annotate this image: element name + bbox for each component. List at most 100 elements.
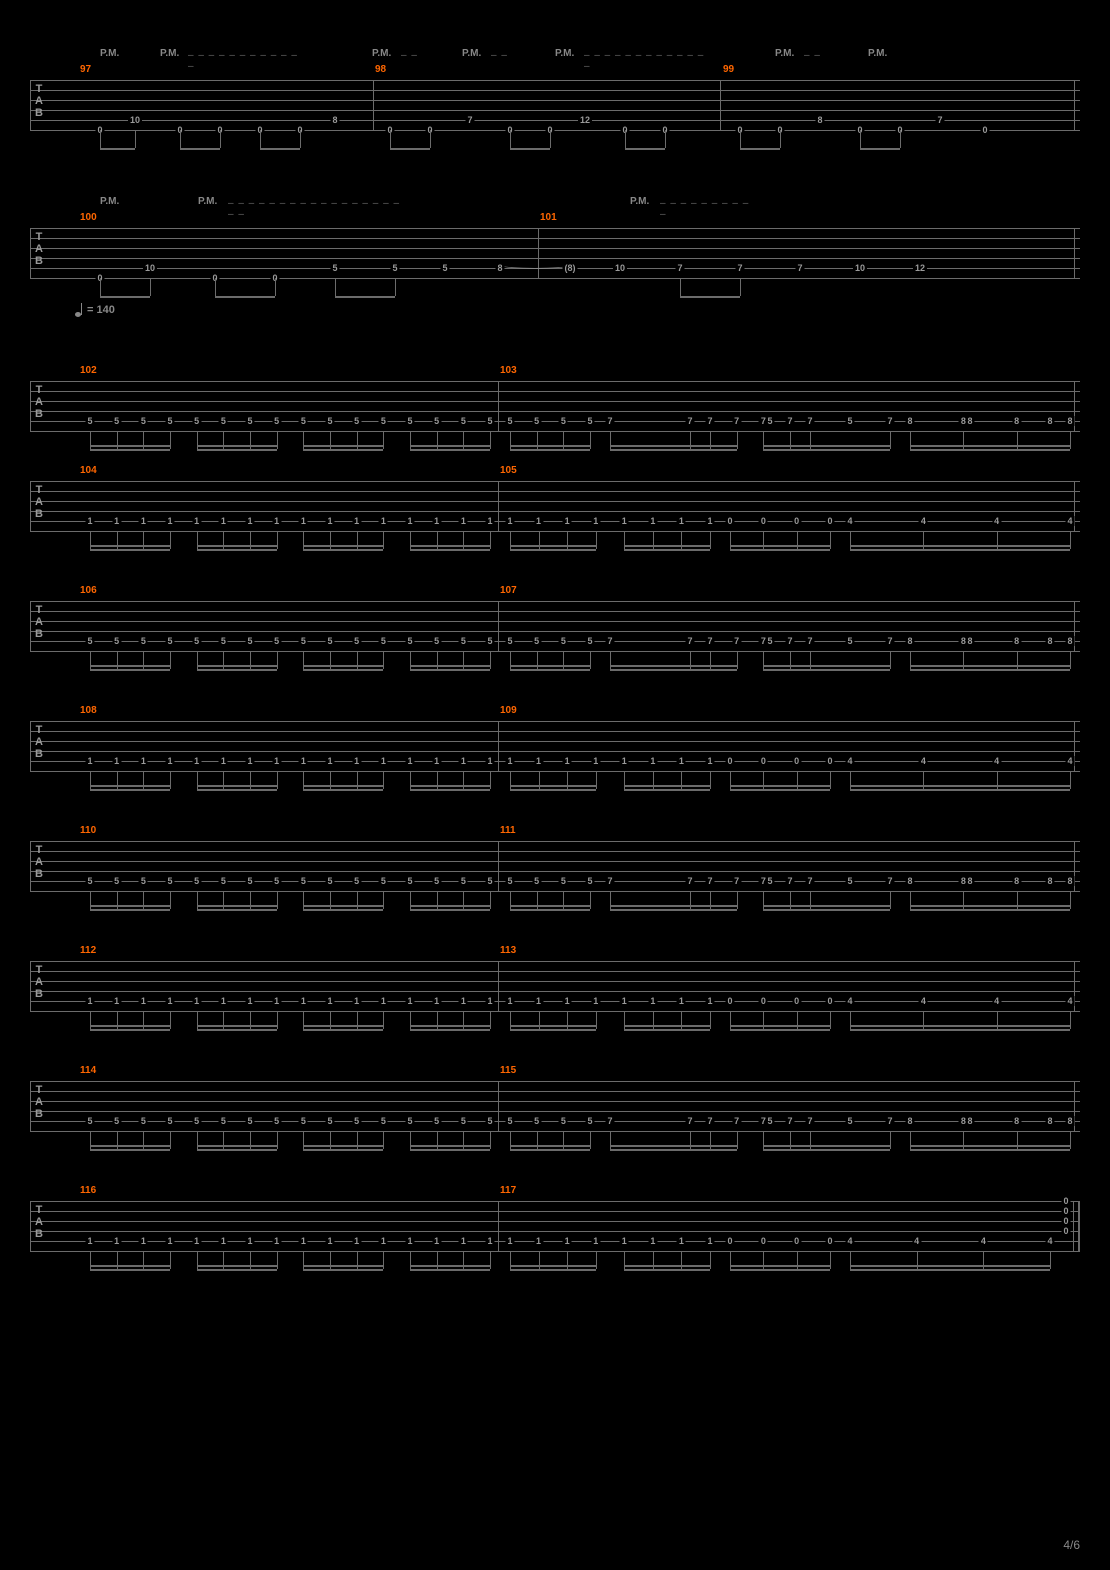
fret-number: 5 [485,1116,494,1126]
fret-number: 10 [853,263,867,273]
barline [498,721,499,771]
palm-mute-dash: – – [804,50,830,61]
fret-number: 1 [245,756,254,766]
fret-number: 1 [219,996,228,1006]
barline [498,961,499,1011]
fret-number: 5 [379,416,388,426]
staff-line [30,961,1080,962]
fret-number: 1 [139,516,148,526]
measure-number: 111 [500,825,516,836]
tab-system: TABP.M.P.M.P.M.P.M.P.M.P.M.P.M.– – – – –… [30,35,1080,155]
barline [498,1201,499,1251]
fret-number: 7 [759,1116,768,1126]
fret-number: 5 [532,876,541,886]
fret-number: 1 [299,516,308,526]
fret-number: 5 [405,876,414,886]
fret-number: 1 [620,1236,629,1246]
fret-number: 0 [725,516,734,526]
barline [30,601,31,651]
fret-number: 8 [959,416,968,426]
fret-number: 0 [792,756,801,766]
staff-line [30,411,1080,412]
fret-number: 0 [825,516,834,526]
staff-line [30,238,1080,239]
barline [498,841,499,891]
fret-number: 1 [485,996,494,1006]
fret-number: 12 [578,115,592,125]
fret-number: 5 [352,876,361,886]
fret-number: 5 [352,636,361,646]
fret-number: 7 [885,636,894,646]
fret-number: 1 [139,756,148,766]
palm-mute-dash: – – [491,50,517,61]
staff-line [30,1081,1080,1082]
fret-number: 1 [677,516,686,526]
staff-line [30,651,1080,652]
tab-staff: TABP.M.P.M.P.M.P.M.P.M.P.M.P.M.– – – – –… [30,80,1080,130]
fret-number: 5 [219,636,228,646]
fret-number: 5 [192,416,201,426]
palm-mute-dash: – – – – – – – – – – – – [188,50,308,72]
fret-number: 0 [725,996,734,1006]
fret-number: 5 [459,416,468,426]
fret-number: 0 [759,996,768,1006]
fret-number: 4 [919,756,928,766]
fret-number: 5 [585,1116,594,1126]
fret-number: 4 [1045,1236,1054,1246]
fret-number: 5 [192,636,201,646]
tab-clef: TAB [35,604,43,640]
fret-number: 1 [352,756,361,766]
fret-number: 1 [245,1236,254,1246]
fret-number: 5 [505,876,514,886]
fret-number: 7 [705,1116,714,1126]
fret-number: 5 [192,1116,201,1126]
staff-line [30,100,1080,101]
fret-number: 1 [459,756,468,766]
fret-number: 5 [112,876,121,886]
staff-line [30,491,1080,492]
fret-number: 5 [559,636,568,646]
fret-number: 1 [219,1236,228,1246]
fret-number: 1 [325,996,334,1006]
measure-number: 104 [80,465,97,476]
fret-number: 1 [165,1236,174,1246]
fret-number: 7 [735,263,744,273]
fret-number: 1 [299,996,308,1006]
fret-number: 5 [112,416,121,426]
fret-number: 1 [591,1236,600,1246]
fret-number: 1 [192,516,201,526]
fret-number: 1 [299,756,308,766]
fret-number: 1 [705,996,714,1006]
fret-number: 1 [648,1236,657,1246]
tab-staff: TAB1141155555555555555555555577557777778… [30,1081,1080,1131]
fret-number: 1 [432,756,441,766]
fret-number: 8 [1012,416,1021,426]
tempo-mark: = 140 [75,303,115,317]
fret-number: 5 [845,876,854,886]
fret-number: 7 [805,416,814,426]
fret-number: 4 [992,996,1001,1006]
fret-number: 8 [1012,636,1021,646]
fret-number: 5 [325,636,334,646]
fret-number: 1 [112,756,121,766]
fret-number: 5 [245,636,254,646]
staff-line [30,611,1080,612]
barline [1074,228,1075,278]
fret-number: 4 [845,1236,854,1246]
fret-number: 5 [559,1116,568,1126]
fret-number: 5 [219,416,228,426]
tab-staff: TAB1121131111111111111111111111110000444… [30,961,1080,1011]
fret-number: 1 [459,996,468,1006]
staff-line [30,881,1080,882]
fret-number: 8 [1012,876,1021,886]
measure-number: 97 [80,64,91,75]
staff-line [30,871,1080,872]
fret-number: 1 [620,516,629,526]
fret-number: 8 [905,876,914,886]
fret-number: 5 [219,876,228,886]
measure-number: 99 [723,64,734,75]
fret-number: 7 [805,636,814,646]
fret-number: 5 [299,876,308,886]
measure-number: 100 [80,212,97,223]
fret-number: 7 [935,115,944,125]
